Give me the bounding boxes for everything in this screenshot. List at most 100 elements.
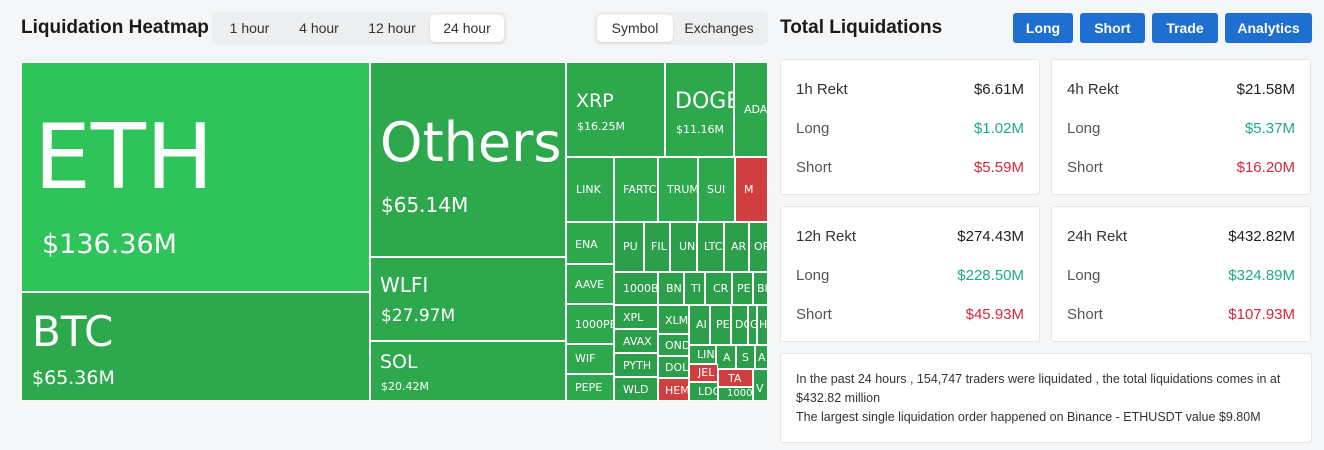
tile-ar[interactable]: AR: [724, 222, 749, 272]
tile-symbol: PE: [716, 318, 730, 331]
trade-button[interactable]: Trade: [1152, 13, 1218, 43]
timeframe-selector: 1 hour 4 hour 12 hour 24 hour: [212, 12, 507, 45]
short-label: Short: [1067, 306, 1103, 323]
tile-wif[interactable]: WIF: [566, 344, 614, 374]
tile-symbol: HY: [759, 318, 768, 331]
card-12h-rekt: 12h Rekt $274.43M Long $228.50M Short $45.9…: [780, 206, 1040, 342]
tile-amount: $27.97M: [381, 306, 456, 326]
tile-trump[interactable]: TRUM: [658, 157, 698, 222]
short-value: $16.20M: [1236, 159, 1295, 176]
card-label: 1h Rekt: [796, 81, 848, 98]
card-24h-rekt: 24h Rekt $432.82M Long $324.89M Short $107.…: [1051, 206, 1311, 342]
tile-bn[interactable]: BN: [658, 272, 684, 305]
tile-m[interactable]: M: [735, 157, 768, 222]
card-1h-rekt: 1h Rekt $6.61M Long $1.02M Short $5.59M: [780, 59, 1040, 195]
short-value: $45.93M: [965, 306, 1024, 323]
tile-ltc[interactable]: LTC: [697, 222, 724, 272]
tile-symbol: WLD: [623, 383, 649, 396]
tile-symbol: WIF: [575, 352, 596, 365]
tile-ondo[interactable]: OND: [658, 334, 689, 356]
tile-symbol: BN: [666, 282, 682, 295]
tile-symbol: 1000B: [623, 282, 658, 295]
long-value: $1.02M: [973, 120, 1024, 137]
tile-pe[interactable]: PE: [732, 272, 753, 305]
tile-symbol: ENA: [575, 238, 598, 251]
tile-pu[interactable]: PU: [614, 222, 644, 272]
tile-bi[interactable]: BI: [753, 272, 768, 305]
timeframe-24-hour[interactable]: 24 hour: [430, 15, 504, 42]
timeframe-4-hour[interactable]: 4 hour: [299, 20, 339, 36]
tile-xrp[interactable]: XRP $16.25M: [566, 62, 665, 157]
tile-doge[interactable]: DOGE $11.16M: [665, 62, 734, 157]
tile-dolo[interactable]: DOL: [658, 356, 689, 378]
tile-a-2[interactable]: A: [755, 345, 768, 369]
tile-symbol: WLFI: [380, 273, 429, 297]
short-label: Short: [796, 306, 832, 323]
tile-pe-2[interactable]: PE: [710, 305, 731, 345]
card-label: 24h Rekt: [1067, 228, 1128, 245]
short-value: $5.59M: [973, 159, 1024, 176]
tile-hemi[interactable]: HEM: [658, 378, 689, 401]
tile-ena[interactable]: ENA: [566, 222, 614, 264]
tile-1000pepe[interactable]: 1000PE: [566, 304, 614, 344]
tile-symbol: DOL: [665, 361, 689, 374]
tile-symbol: SUI: [707, 183, 726, 196]
analytics-button[interactable]: Analytics: [1225, 13, 1312, 43]
tile-fil[interactable]: FIL: [644, 222, 670, 272]
tile-s[interactable]: S: [736, 345, 755, 369]
tile-fartcoin[interactable]: FARTC: [614, 157, 658, 222]
tile-eth[interactable]: ETH $136.36M: [21, 62, 370, 292]
tile-crv[interactable]: CR: [705, 272, 732, 305]
tile-a[interactable]: A: [716, 345, 736, 369]
tile-sol[interactable]: SOL $20.42M: [370, 341, 566, 401]
tile-symbol: V: [756, 382, 764, 395]
tile-avax[interactable]: AVAX: [614, 329, 658, 353]
tile-un[interactable]: UN: [670, 222, 697, 272]
tile-tia[interactable]: TI: [684, 272, 705, 305]
tile-symbol: LINK: [576, 183, 601, 196]
tile-ai[interactable]: AI: [689, 305, 710, 345]
tile-symbol: FARTC: [623, 183, 657, 196]
tile-symbol: OP: [754, 240, 768, 253]
tile-v[interactable]: V: [753, 369, 768, 401]
tile-symbol: Others: [380, 111, 562, 174]
tile-others[interactable]: Others $65.14M: [370, 62, 566, 257]
tile-1000x[interactable]: 1000: [718, 387, 753, 401]
tile-aave[interactable]: AAVE: [566, 264, 614, 304]
tile-ada[interactable]: ADA: [734, 62, 768, 157]
view-exchanges[interactable]: Exchanges: [684, 20, 754, 36]
tile-wld[interactable]: WLD: [614, 377, 658, 401]
tile-pyth[interactable]: PYTH: [614, 353, 658, 377]
tile-hype[interactable]: HY: [757, 305, 768, 345]
view-symbol[interactable]: Symbol: [597, 15, 673, 42]
long-button[interactable]: Long: [1013, 13, 1073, 43]
tile-symbol: G: [750, 318, 756, 331]
tile-ldo[interactable]: LDO: [689, 382, 718, 401]
tile-g[interactable]: G: [748, 305, 757, 345]
tile-wlfi[interactable]: WLFI $27.97M: [370, 257, 566, 341]
tile-xlm[interactable]: XLM: [658, 305, 689, 334]
short-button[interactable]: Short: [1080, 13, 1145, 43]
tile-symbol: PYTH: [623, 359, 652, 372]
tile-btc[interactable]: BTC $65.36M: [21, 292, 370, 401]
timeframe-1-hour[interactable]: 1 hour: [229, 20, 270, 36]
tile-xpl[interactable]: XPL: [614, 305, 658, 329]
tile-link[interactable]: LINK: [566, 157, 614, 222]
long-label: Long: [1067, 267, 1101, 284]
largest-order-text: The largest single liquidation order hap…: [796, 410, 1261, 424]
tile-link-2[interactable]: LIN: [689, 345, 716, 364]
tile-symbol: TRUM: [667, 183, 698, 196]
tile-op[interactable]: OP: [749, 222, 768, 272]
tile-do[interactable]: DO: [731, 305, 748, 345]
tile-jelly[interactable]: JEL: [689, 364, 718, 382]
tile-1000bonk[interactable]: 1000B: [614, 272, 658, 305]
short-label: Short: [1067, 159, 1103, 176]
timeframe-12-hour[interactable]: 12 hour: [368, 20, 416, 36]
long-value: $228.50M: [957, 267, 1024, 284]
tile-ta[interactable]: TA: [718, 369, 753, 387]
tile-symbol: M: [744, 183, 754, 196]
tile-sui[interactable]: SUI: [698, 157, 735, 222]
tile-pepe[interactable]: PEPE: [566, 374, 614, 401]
tile-symbol: DO: [735, 318, 747, 331]
tile-symbol: XLM: [665, 314, 689, 327]
